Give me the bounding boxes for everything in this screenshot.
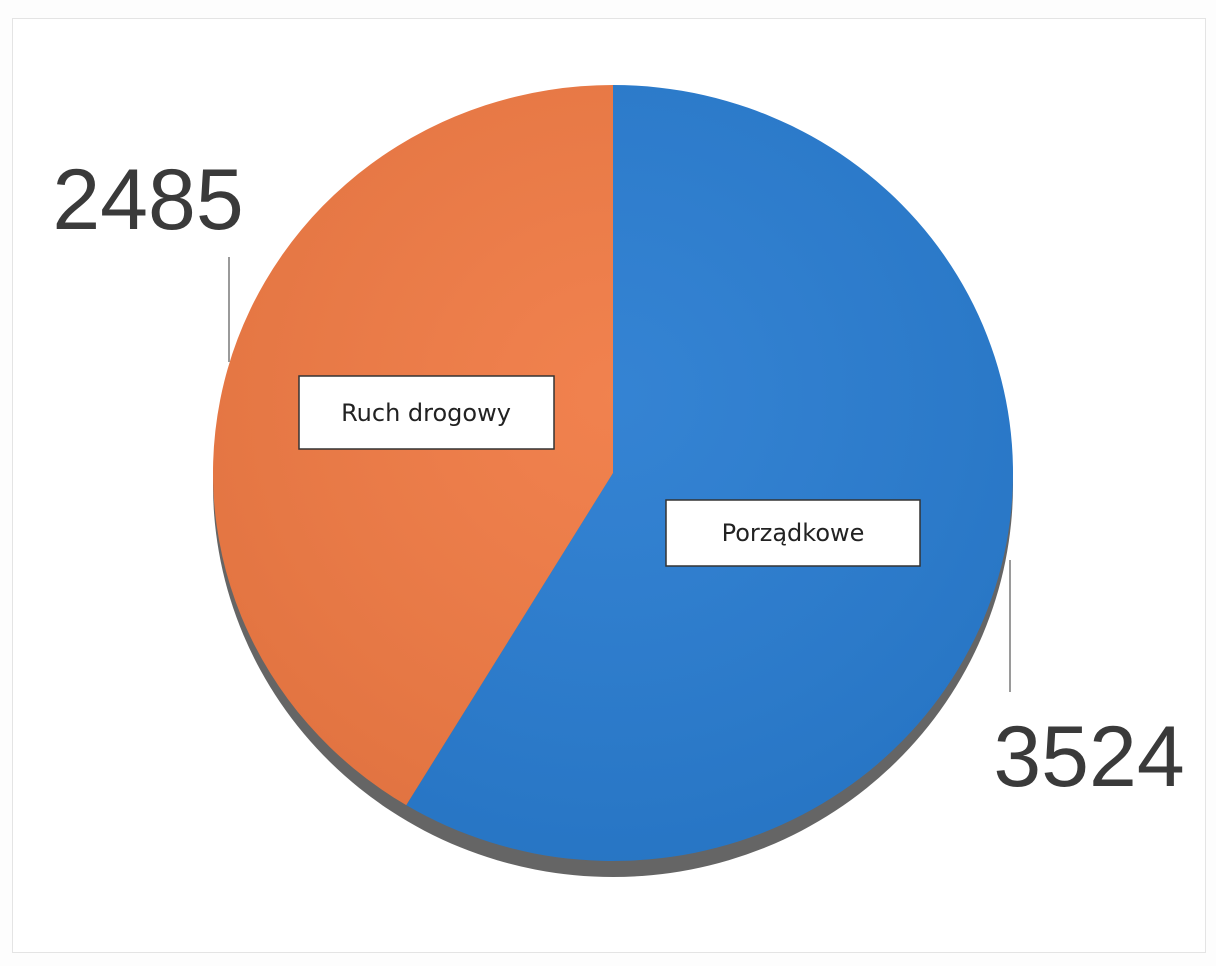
pie-shading	[213, 85, 1013, 861]
category-label-ruch-drogowy-text: Ruch drogowy	[341, 399, 511, 427]
category-label-ruch-drogowy: Ruch drogowy	[298, 375, 555, 450]
value-label-ruch-drogowy: 2485	[52, 152, 243, 248]
value-label-porzadkowe: 3524	[993, 709, 1184, 805]
category-label-porzadkowe-text: Porządkowe	[722, 519, 865, 547]
category-label-porzadkowe: Porządkowe	[665, 499, 921, 567]
